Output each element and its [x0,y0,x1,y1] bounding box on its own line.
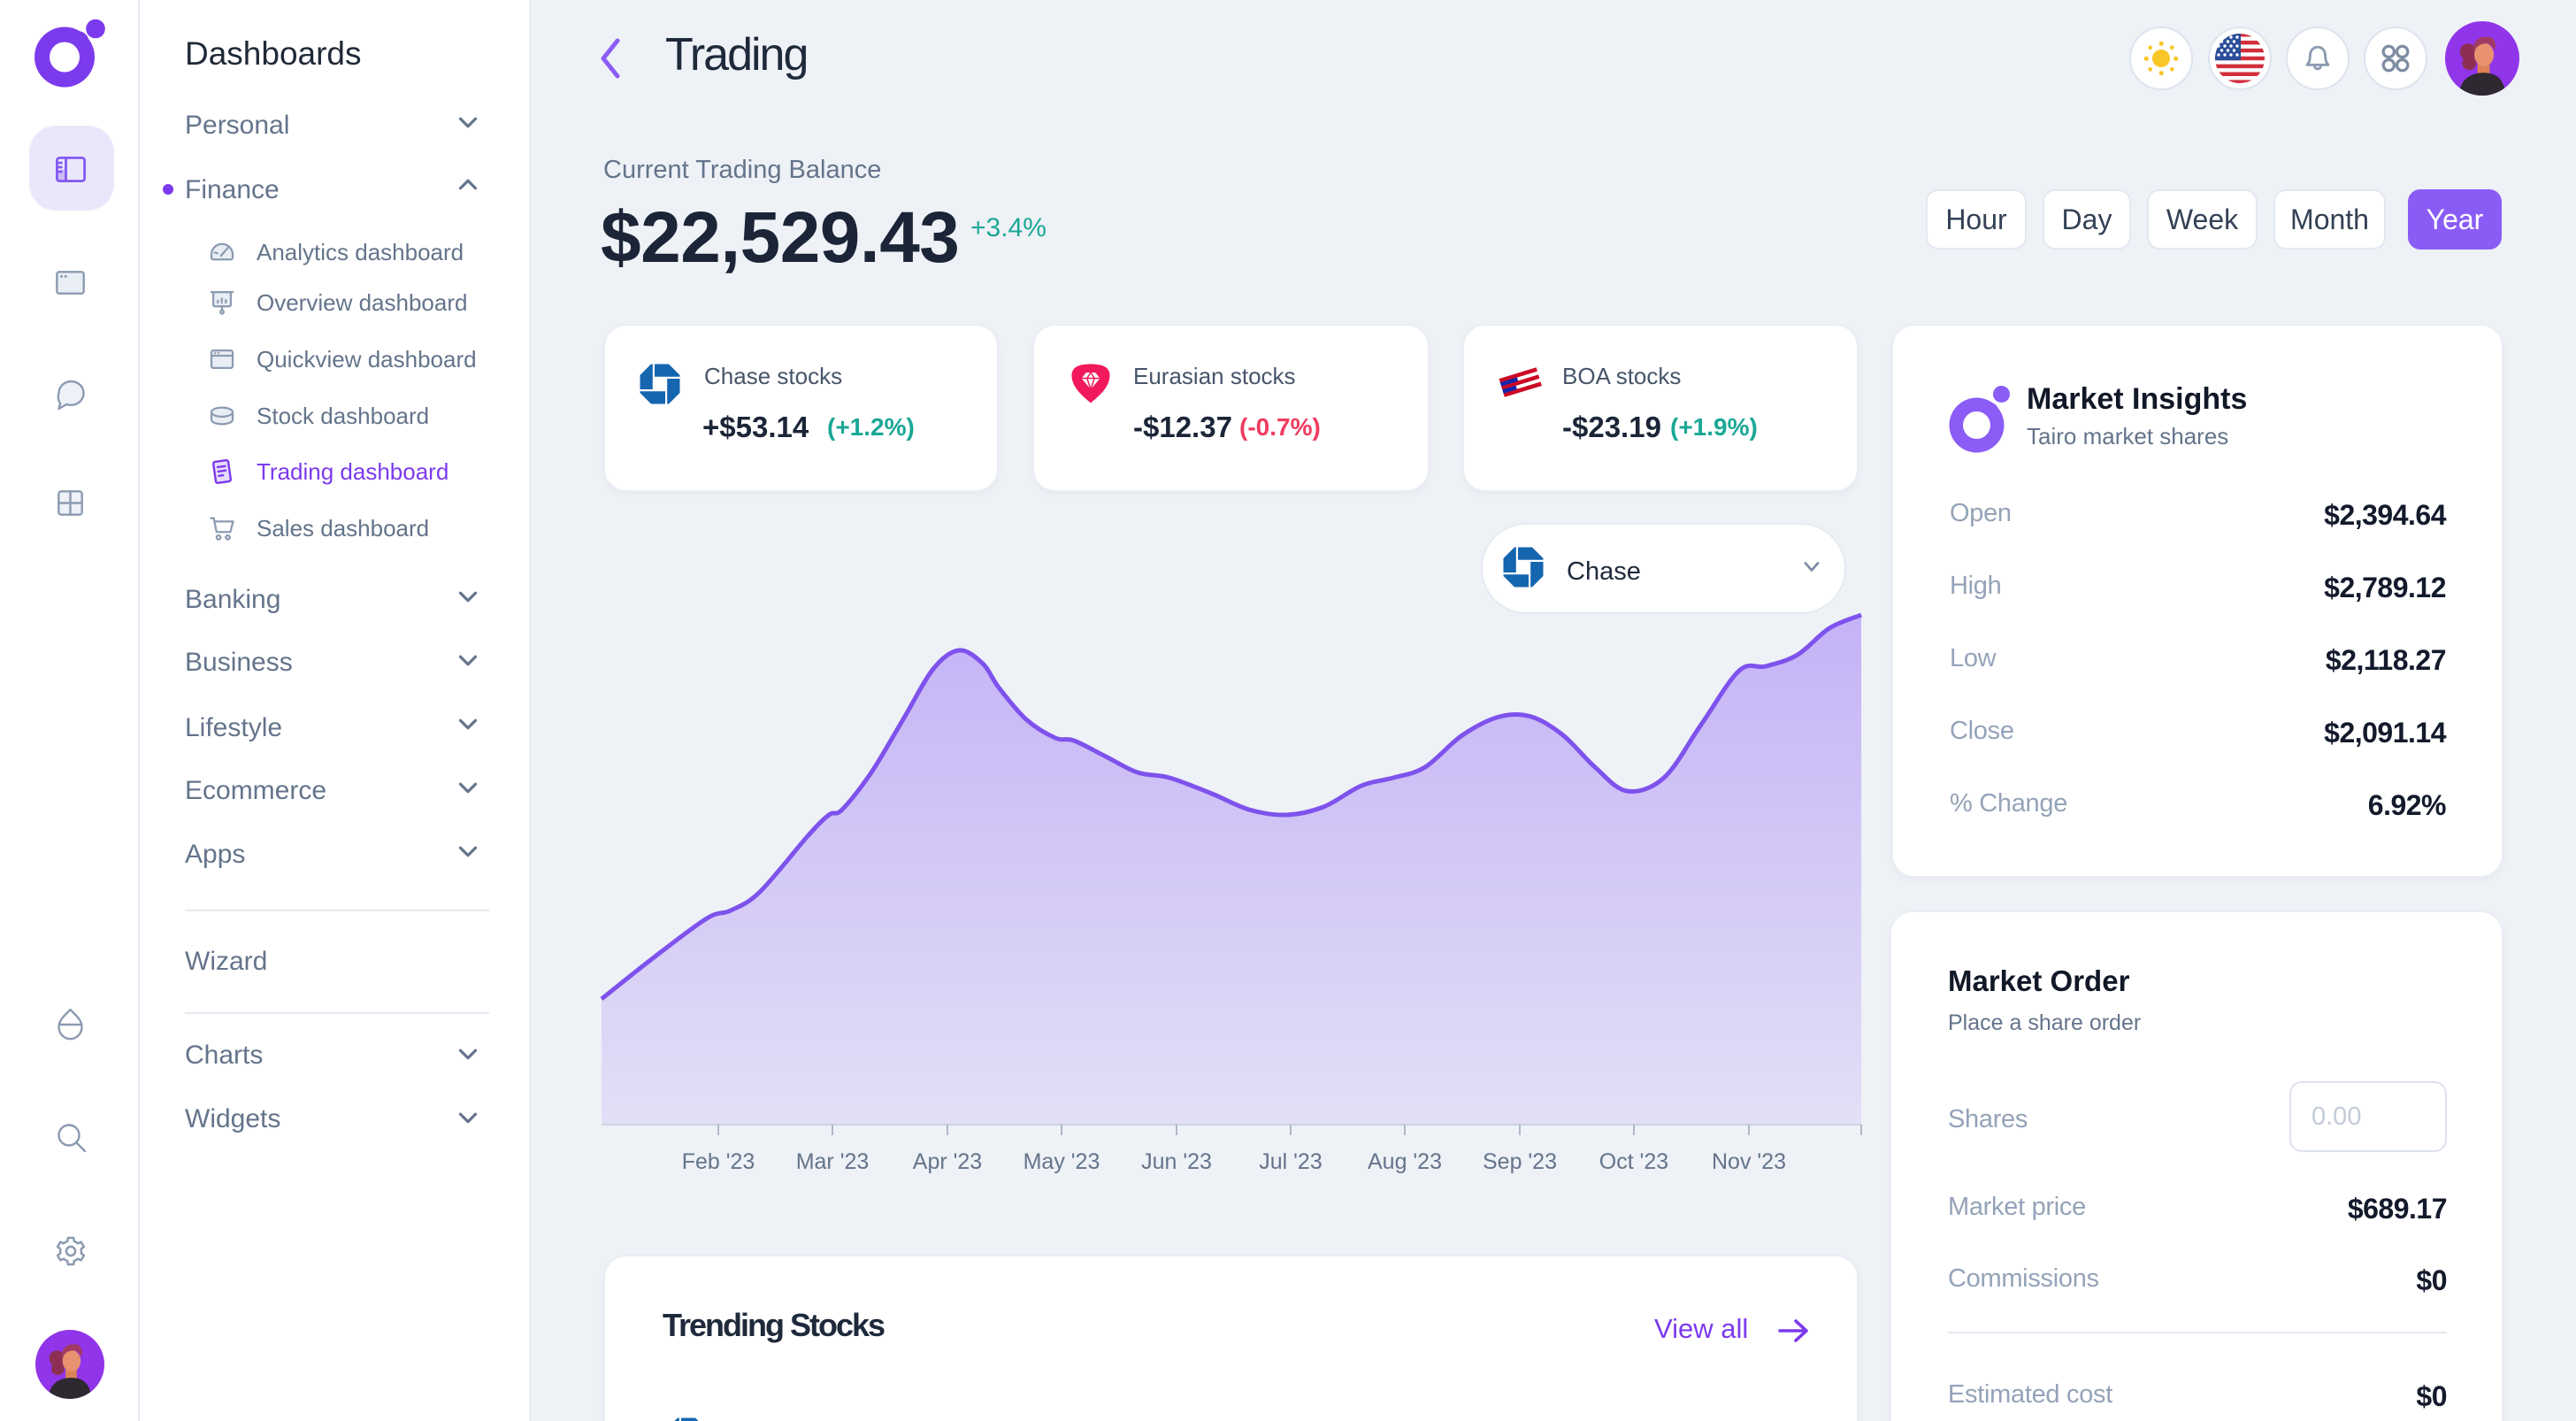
svg-text:Aug '23: Aug '23 [1368,1149,1442,1174]
svg-text:Apr '23: Apr '23 [913,1149,982,1174]
svg-text:Jul '23: Jul '23 [1259,1149,1322,1174]
svg-text:Feb '23: Feb '23 [682,1149,755,1174]
svg-text:Mar '23: Mar '23 [796,1149,870,1174]
svg-text:Nov '23: Nov '23 [1712,1149,1786,1174]
svg-text:Oct '23: Oct '23 [1599,1149,1668,1174]
svg-text:Jun '23: Jun '23 [1141,1149,1212,1174]
svg-text:May '23: May '23 [1024,1149,1100,1174]
svg-text:Sep '23: Sep '23 [1483,1149,1557,1174]
